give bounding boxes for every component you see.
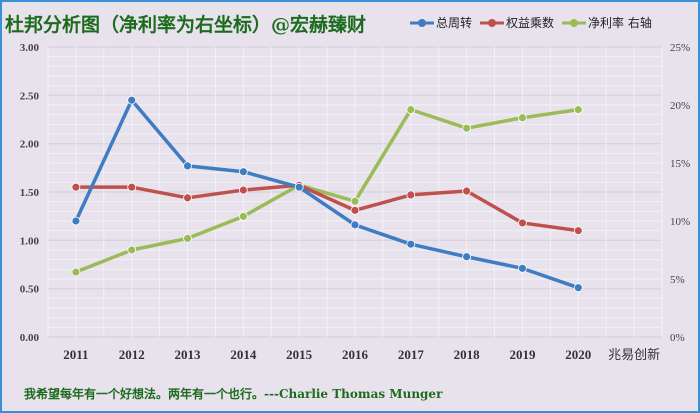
data-point: [573, 226, 583, 236]
legend-item: 总周转: [410, 14, 472, 31]
y2-tick-label: 5%: [670, 274, 685, 286]
data-point: [238, 185, 248, 195]
data-point: [183, 193, 192, 203]
legend-label: 净利率 右轴: [588, 16, 652, 30]
data-point: [462, 186, 472, 196]
data-point: [518, 218, 527, 228]
data-point: [518, 113, 527, 123]
chart-title: 杜邦分析图（净利率为右坐标）@宏赫臻财: [5, 14, 367, 36]
data-point: [350, 205, 360, 215]
x-tick-label: 2013: [175, 347, 202, 362]
data-point: [127, 95, 137, 105]
series-line-1: [75, 183, 579, 233]
legend-marker-icon: [410, 18, 434, 27]
data-point: [71, 267, 81, 277]
series-line-0: [74, 98, 579, 290]
legend-label: 总周转: [436, 16, 473, 30]
data-point: [238, 167, 248, 177]
y-tick-label: 1.00: [20, 235, 40, 247]
x-tick-label: 2016: [342, 347, 369, 362]
data-point: [183, 233, 192, 243]
y-tick-label: 3.00: [20, 42, 40, 54]
y-tick-label: 2.50: [20, 90, 40, 102]
y-tick-label: 0.00: [20, 332, 40, 344]
x-tick-label: 2011: [63, 347, 88, 362]
series-line-2: [75, 107, 579, 274]
x-tick-label: 2015: [286, 347, 313, 362]
y2-tick-label: 20%: [670, 100, 690, 112]
y2-tick-label: 0%: [670, 332, 685, 344]
data-point: [127, 245, 137, 255]
data-point: [406, 190, 416, 200]
data-point: [71, 182, 81, 192]
y-tick-label: 0.50: [20, 284, 40, 296]
data-point: [573, 283, 583, 293]
x-tick-label: 2019: [509, 347, 536, 362]
y2-tick-label: 25%: [670, 42, 690, 54]
data-point: [71, 216, 81, 226]
y-tick-label: 2.00: [20, 139, 40, 151]
data-point: [238, 211, 248, 221]
x-tick-label: 2020: [565, 347, 591, 362]
data-point: [350, 196, 360, 206]
data-point: [518, 263, 527, 273]
quote-text: 我希望每年有一个好想法。两年有一个也行。---Charlie Thomas Mu…: [24, 387, 443, 401]
legend-item: 权益乘数: [480, 14, 554, 31]
data-point: [573, 105, 583, 115]
legend-marker-icon: [562, 18, 587, 27]
x-tick-label: 2017: [398, 347, 425, 362]
data-point: [350, 220, 360, 230]
x-tick-label: 2014: [230, 347, 257, 362]
data-point: [406, 105, 416, 115]
legend-marker-icon: [480, 18, 505, 27]
x-tick-label: 2018: [454, 347, 481, 362]
y2-tick-label: 15%: [670, 158, 690, 170]
data-point: [127, 182, 137, 192]
y2-tick-label: 10%: [670, 216, 690, 228]
legend-item: 净利率 右轴: [562, 14, 652, 31]
legend-label: 权益乘数: [506, 16, 555, 30]
data-point: [183, 161, 192, 171]
data-point: [406, 239, 416, 249]
data-point: [462, 252, 472, 262]
data-point: [294, 182, 304, 192]
y-tick-label: 1.50: [20, 187, 40, 199]
legend: 总周转 权益乘数 净利率 右轴: [410, 14, 652, 31]
data-point: [462, 123, 472, 133]
x-tick-label: 兆易创新: [608, 347, 660, 363]
x-tick-label: 2012: [119, 347, 145, 362]
